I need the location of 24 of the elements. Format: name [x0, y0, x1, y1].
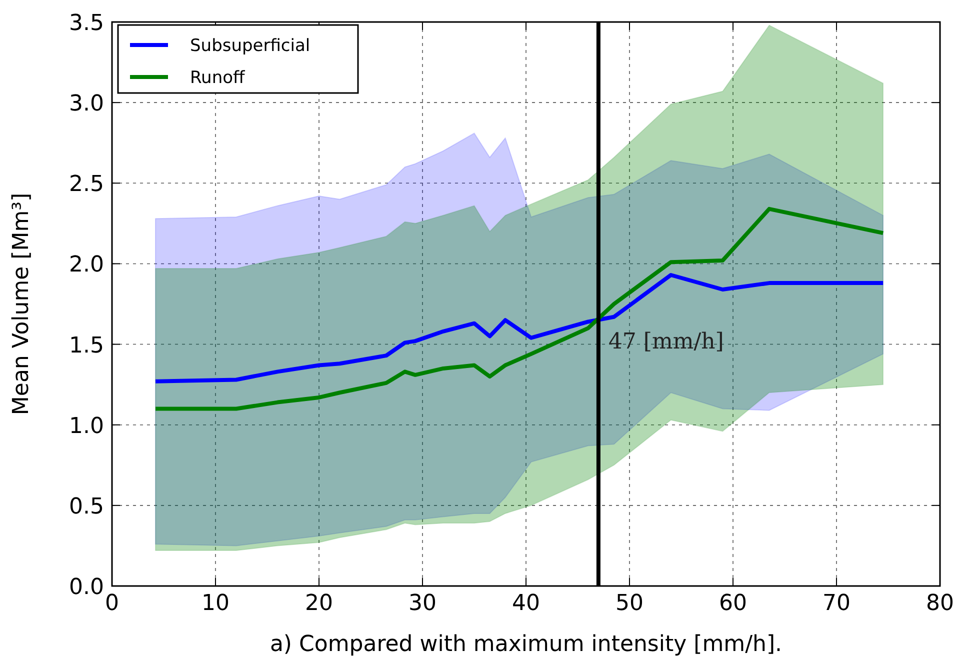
y-axis-title: Mean Volume [Mm³]	[9, 192, 34, 416]
x-tick-label: 10	[202, 591, 230, 616]
y-tick-label: 0.5	[69, 494, 104, 520]
x-tick-label: 80	[926, 591, 954, 616]
y-tick-label: 2.5	[69, 172, 104, 198]
x-tick-label: 50	[616, 591, 644, 616]
y-tick-label: 0.0	[69, 575, 104, 600]
x-tick-label: 40	[512, 591, 540, 616]
line-series	[153, 206, 886, 411]
legend-label: Subsuperficial	[190, 36, 310, 56]
y-tick-label: 3.0	[69, 92, 104, 117]
x-tick-label: 0	[105, 591, 119, 616]
line-series	[153, 272, 886, 384]
y-tick-label: 3.5	[69, 11, 104, 36]
x-tick-label: 20	[305, 591, 333, 616]
y-tick-label: 1.5	[69, 333, 104, 358]
x-tick-label: 70	[822, 591, 850, 616]
x-tick-label: 30	[408, 591, 436, 616]
x-tick-label: 60	[719, 591, 747, 616]
x-axis-title: a) Compared with maximum intensity [mm/h].	[270, 632, 782, 657]
y-tick-label: 1.0	[69, 414, 104, 439]
legend-label: Runoff	[190, 68, 246, 88]
ref-line-label: 47 [mm/h]	[608, 329, 724, 354]
y-tick-label: 2.0	[69, 252, 104, 278]
